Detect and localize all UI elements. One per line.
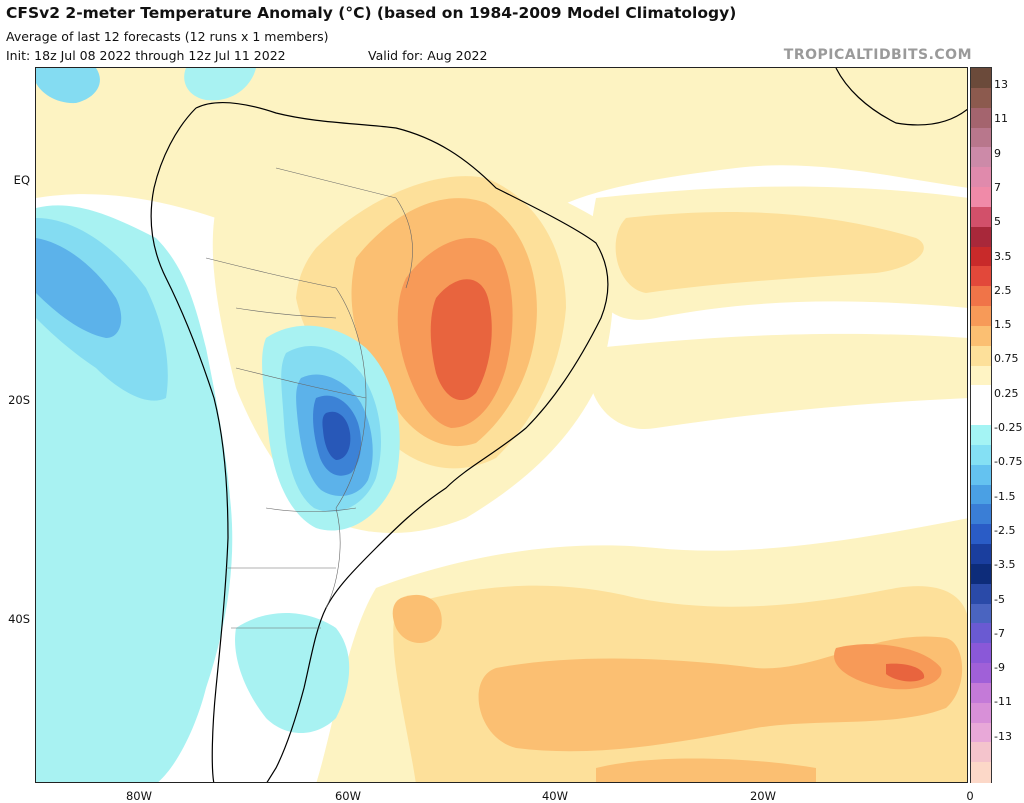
- lon-label-20w: 20W: [749, 789, 776, 803]
- anomaly-region-cool-patagonia: [235, 613, 350, 733]
- colorbar-cell: [971, 345, 991, 367]
- colorbar-cell: [971, 484, 991, 505]
- colorbar-label: -5: [994, 592, 1005, 606]
- colorbar-cell: [971, 286, 991, 307]
- colorbar-label: -0.25: [994, 421, 1023, 434]
- anomaly-region-cool-north2: [184, 68, 256, 101]
- colorbar-label: 13: [994, 78, 1008, 91]
- lat-label-20s: 20S: [8, 393, 30, 407]
- lon-label-80w: 80W: [125, 789, 152, 803]
- colorbar-label: -9: [994, 661, 1005, 675]
- colorbar-cell: [971, 702, 991, 724]
- colorbar-cell: [971, 266, 991, 287]
- colorbar-cell: [971, 127, 991, 148]
- colorbar-cell: [971, 226, 991, 248]
- lat-label-40s: 40S: [8, 612, 30, 626]
- colorbar-label: -2.5: [994, 523, 1016, 537]
- map-subtitle: Average of last 12 forecasts (12 runs x …: [6, 29, 329, 44]
- coastline-south-america: [150, 101, 609, 782]
- colorbar-cell: [971, 444, 991, 466]
- colorbar-cell: [971, 167, 991, 188]
- colorbar-cell: [971, 365, 991, 386]
- colorbar-cell: [971, 583, 991, 605]
- colorbar-cell: [971, 563, 991, 585]
- colorbar-cell: [971, 425, 991, 446]
- colorbar-label: -11: [994, 695, 1012, 709]
- valid-time: Valid for: Aug 2022: [368, 48, 488, 63]
- colorbar-cell: [971, 603, 991, 624]
- colorbar-label: -7: [994, 626, 1005, 640]
- colorbar-label: -0.75: [994, 455, 1023, 469]
- colorbar-cell: [971, 246, 991, 267]
- colorbar-cell: [971, 306, 991, 327]
- colorbar-label: 9: [994, 146, 1001, 160]
- colorbar-cell: [971, 464, 991, 486]
- init-time: Init: 18z Jul 08 2022 through 12z Jul 11…: [6, 48, 286, 63]
- colorbar-label: 7: [994, 180, 1001, 194]
- colorbar-cell: [971, 405, 991, 426]
- colorbar-cell: [971, 385, 991, 406]
- colorbar-label: -1.5: [994, 489, 1016, 503]
- colorbar-cell: [971, 663, 991, 684]
- country-borders: [205, 167, 413, 629]
- colorbar-label: 11: [994, 112, 1008, 126]
- colorbar-label: -3.5: [994, 558, 1016, 572]
- anomaly-region-cool-inland-peak: [322, 411, 351, 460]
- colorbar-cell: [971, 682, 991, 704]
- colorbar-cell: [971, 762, 991, 783]
- map-title: CFSv2 2-meter Temperature Anomaly (°C) (…: [6, 4, 737, 22]
- colorbar-label: 0.25: [994, 386, 1019, 400]
- anomaly-region-warm-east: [588, 333, 967, 429]
- colorbar-label: 1.5: [994, 318, 1012, 332]
- colorbar-cell: [971, 623, 991, 644]
- colorbar-label: 3.5: [994, 249, 1012, 263]
- anomaly-region-cool-north: [36, 68, 100, 104]
- colorbar-cell: [971, 643, 991, 664]
- colorbar-label: 0.75: [994, 352, 1019, 366]
- brand-watermark: TROPICALTIDBITS.COM: [783, 47, 972, 63]
- colorbar-label: 5: [994, 215, 1001, 229]
- coastline-africa: [835, 68, 967, 126]
- colorbar-label: 2.5: [994, 283, 1012, 297]
- colorbar-cell: [971, 107, 991, 129]
- colorbar: [970, 67, 992, 783]
- anomaly-region-warm-brazil-core: [430, 279, 492, 401]
- colorbar-cell: [971, 87, 991, 109]
- colorbar-cell: [971, 206, 991, 228]
- lon-label-40w: 40W: [541, 789, 568, 803]
- colorbar-cell: [971, 544, 991, 565]
- colorbar-cell: [971, 504, 991, 525]
- anomaly-region-warm-atlantic-core: [615, 212, 924, 293]
- colorbar-cell: [971, 325, 991, 347]
- anomaly-region-cool-pacific-core: [36, 238, 122, 338]
- lat-label-eq: EQ: [13, 173, 30, 187]
- anomaly-region-warm-bottom: [596, 758, 816, 782]
- colorbar-cell: [971, 187, 991, 208]
- colorbar-cell: [971, 722, 991, 743]
- map-canvas: [36, 68, 967, 782]
- colorbar-label: -13: [994, 729, 1012, 743]
- colorbar-cell: [971, 147, 991, 168]
- anomaly-region-warm-south-peak: [886, 663, 925, 682]
- anomaly-region-warm-south-spot: [392, 594, 442, 643]
- colorbar-cell: [971, 742, 991, 763]
- colorbar-cell: [971, 68, 991, 89]
- lon-label-60w: 60W: [334, 789, 361, 803]
- anomaly-map: [35, 67, 968, 783]
- colorbar-cell: [971, 524, 991, 545]
- lon-label-0: 0: [966, 789, 974, 803]
